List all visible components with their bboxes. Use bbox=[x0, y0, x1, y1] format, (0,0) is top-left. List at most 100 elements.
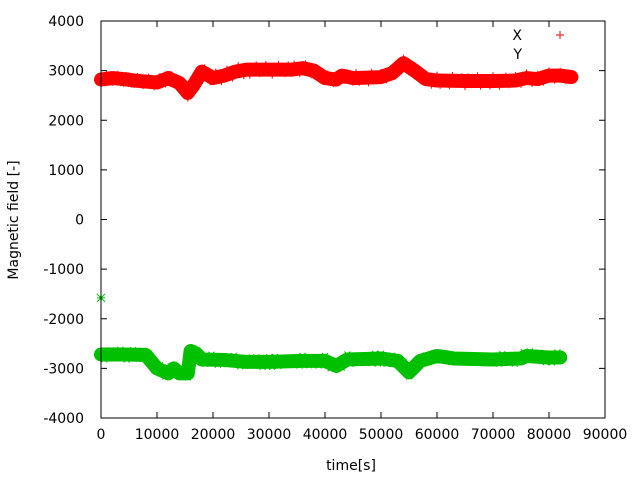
data-point bbox=[430, 77, 439, 86]
data-point bbox=[142, 349, 150, 357]
data-point bbox=[416, 361, 424, 369]
data-point bbox=[236, 362, 244, 370]
data-point bbox=[413, 67, 422, 76]
data-point bbox=[471, 353, 479, 360]
data-point bbox=[364, 78, 373, 87]
data-point bbox=[312, 354, 319, 362]
y-axis-label: Magnetic field [-] bbox=[6, 160, 22, 279]
data-point bbox=[482, 75, 491, 84]
data-point bbox=[197, 68, 206, 77]
data-point bbox=[539, 351, 546, 359]
data-point bbox=[445, 81, 454, 90]
data-point bbox=[293, 354, 300, 361]
data-point bbox=[456, 358, 464, 365]
data-point bbox=[208, 351, 215, 359]
data-point bbox=[526, 348, 534, 355]
data-point bbox=[539, 77, 548, 86]
data-point bbox=[255, 69, 264, 78]
data-point bbox=[183, 93, 192, 102]
data-point bbox=[508, 351, 516, 359]
data-point bbox=[453, 352, 461, 359]
data-point bbox=[402, 59, 411, 68]
data-point bbox=[156, 361, 164, 369]
data-point bbox=[249, 361, 257, 369]
data-point bbox=[517, 355, 525, 363]
y-tick-label: 1000 bbox=[48, 163, 84, 179]
y-tick-label: -2000 bbox=[43, 312, 84, 328]
data-point bbox=[141, 80, 150, 89]
data-point bbox=[158, 73, 167, 82]
data-point bbox=[492, 354, 500, 361]
data-point bbox=[365, 352, 373, 359]
x-axis-label: time[s] bbox=[326, 458, 376, 474]
data-point bbox=[307, 70, 315, 79]
data-point bbox=[186, 86, 195, 95]
data-point bbox=[261, 61, 270, 70]
data-point bbox=[130, 79, 139, 88]
data-point bbox=[119, 78, 128, 87]
data-point bbox=[173, 371, 180, 379]
data-point bbox=[268, 363, 276, 371]
data-point bbox=[542, 358, 550, 366]
data-point bbox=[368, 359, 376, 367]
data-point bbox=[100, 356, 108, 363]
data-point bbox=[422, 352, 430, 359]
data-point bbox=[181, 83, 189, 92]
series-y bbox=[94, 293, 568, 381]
data-point bbox=[277, 68, 286, 77]
data-point bbox=[335, 69, 343, 78]
data-point bbox=[125, 72, 133, 81]
data-point bbox=[147, 75, 156, 84]
data-point bbox=[533, 70, 542, 79]
data-point bbox=[296, 362, 303, 369]
data-point bbox=[145, 350, 152, 357]
data-point bbox=[550, 75, 559, 84]
data-point bbox=[295, 69, 304, 78]
data-point bbox=[383, 360, 390, 368]
data-point bbox=[192, 353, 200, 361]
data-point bbox=[209, 75, 217, 84]
data-point bbox=[564, 69, 573, 78]
data-point bbox=[281, 69, 289, 78]
data-point bbox=[410, 61, 419, 70]
data-point bbox=[498, 350, 506, 358]
data-point bbox=[265, 353, 273, 361]
data-point bbox=[200, 64, 209, 73]
data-point bbox=[136, 73, 145, 82]
y-tick-label: -1000 bbox=[43, 262, 84, 278]
data-point bbox=[407, 66, 416, 75]
data-point bbox=[256, 357, 263, 365]
data-point bbox=[329, 79, 338, 88]
data-point bbox=[312, 64, 321, 73]
data-point bbox=[148, 360, 155, 367]
data-point bbox=[428, 357, 435, 365]
data-point bbox=[561, 76, 570, 85]
x-tick-label: 40000 bbox=[303, 427, 348, 443]
data-point bbox=[505, 80, 513, 89]
data-point bbox=[556, 67, 565, 76]
data-point bbox=[492, 76, 501, 85]
data-point bbox=[187, 344, 194, 352]
data-point bbox=[113, 70, 122, 79]
data-point bbox=[341, 356, 348, 364]
data-point bbox=[411, 359, 418, 367]
data-point bbox=[164, 76, 173, 85]
data-point bbox=[371, 350, 379, 358]
data-point bbox=[352, 68, 361, 77]
data-point bbox=[439, 356, 446, 364]
data-point bbox=[399, 54, 408, 63]
data-point bbox=[448, 72, 457, 81]
data-point bbox=[489, 72, 497, 81]
data-point bbox=[362, 357, 370, 365]
ticks: 0 10000 20000 30000 40000 50000 60000 70000 8000… bbox=[43, 14, 627, 443]
data-point bbox=[350, 352, 357, 360]
data-point bbox=[277, 354, 285, 362]
data-point bbox=[355, 77, 364, 86]
data-point bbox=[327, 365, 334, 372]
data-point bbox=[450, 358, 458, 365]
x-tick-label: 0 bbox=[97, 427, 106, 443]
data-point bbox=[214, 361, 222, 368]
data-point bbox=[379, 69, 388, 78]
data-point bbox=[113, 353, 121, 361]
data-point bbox=[346, 69, 355, 78]
